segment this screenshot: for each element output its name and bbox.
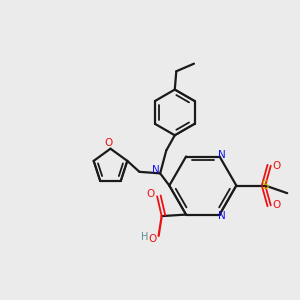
Text: N: N [152, 165, 160, 175]
Text: N: N [218, 212, 225, 221]
Text: O: O [148, 234, 157, 244]
Text: O: O [273, 161, 281, 171]
Text: H: H [141, 232, 148, 242]
Text: O: O [146, 189, 154, 199]
Text: O: O [105, 138, 113, 148]
Text: N: N [218, 150, 225, 160]
Text: S: S [262, 179, 269, 192]
Text: O: O [273, 200, 281, 210]
